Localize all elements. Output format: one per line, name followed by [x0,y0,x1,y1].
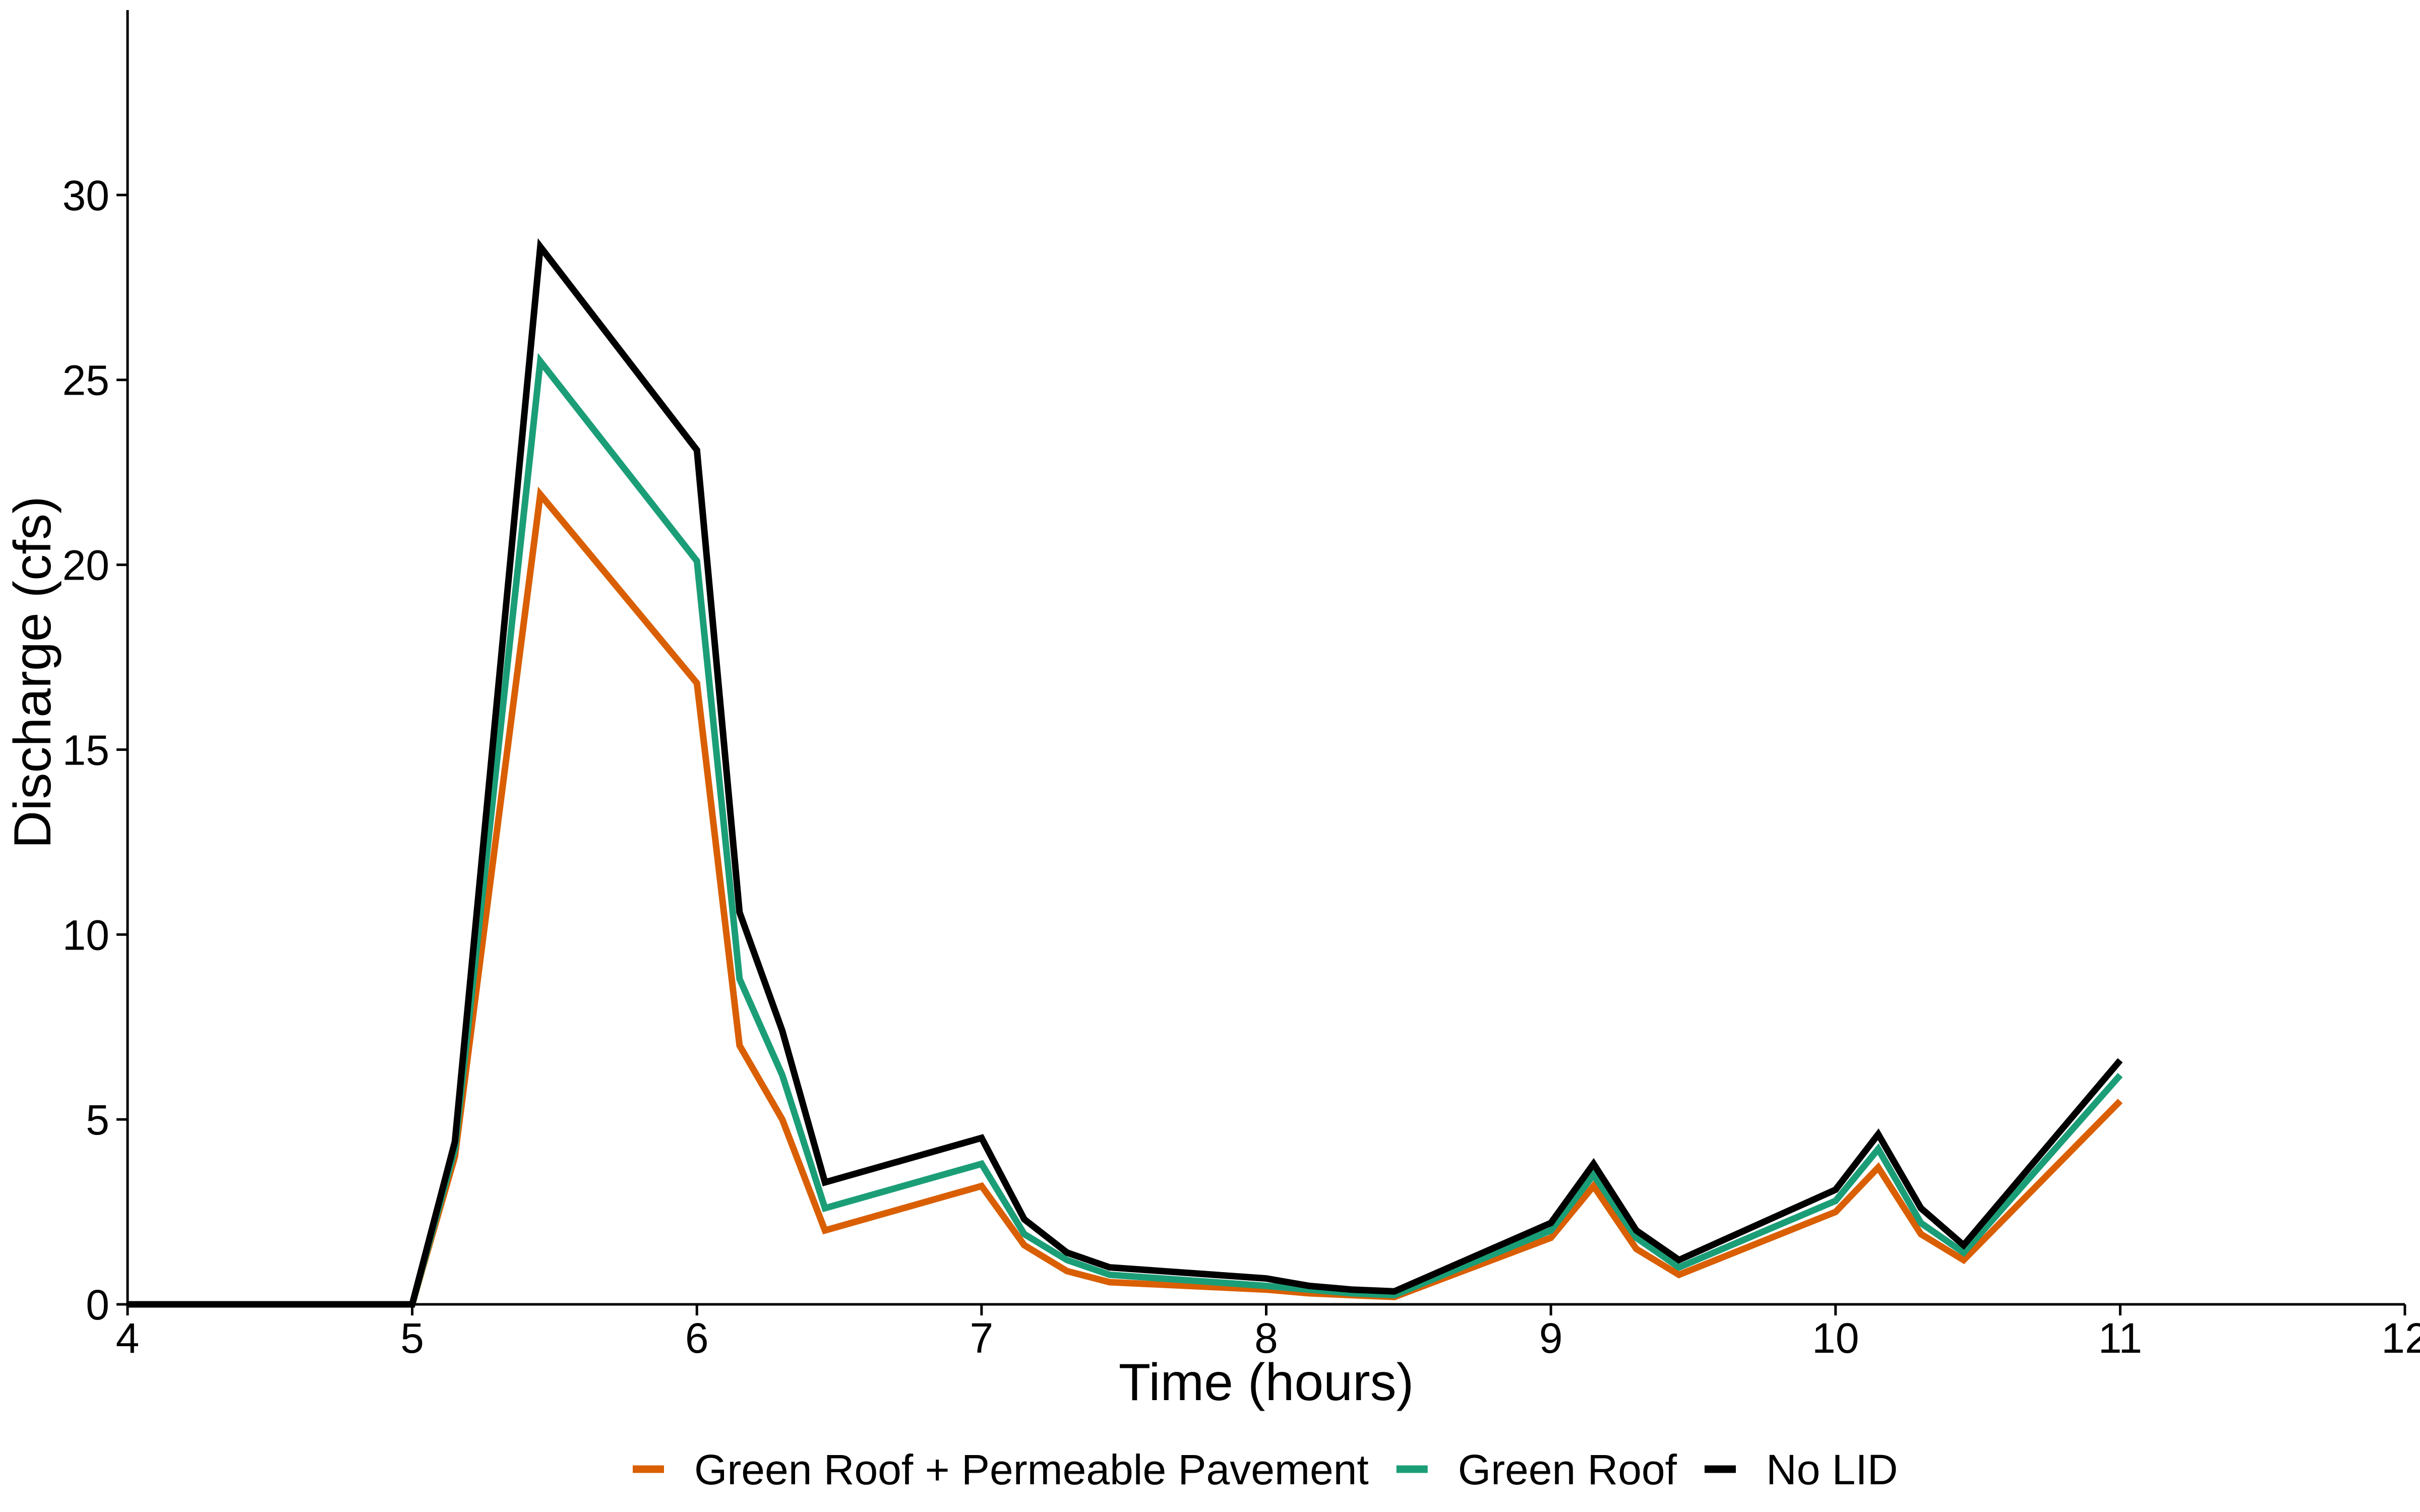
x-tick-label: 4 [116,1314,140,1362]
x-axis-ticks: 4 5 6 7 8 9 10 11 12 [116,1304,2420,1362]
y-tick-label: 20 [63,542,109,589]
x-tick-label: 11 [2098,1314,2142,1362]
legend-label-1: Green Roof + Permeable Pavement [694,1446,1369,1493]
y-tick-label: 0 [86,1281,109,1329]
y-tick-label: 25 [63,357,109,404]
y-axis-title: Discharge (cfs) [4,496,62,848]
series-lines [128,238,2123,1308]
x-tick-label: 6 [685,1314,709,1362]
legend-label-2: Green Roof [1458,1446,1677,1493]
series-line-1 [128,486,2123,1308]
x-tick-label: 12 [2381,1314,2420,1362]
x-tick-label: 8 [1254,1314,1278,1362]
y-tick-label: 30 [63,172,109,219]
y-tick-label: 15 [63,726,109,774]
y-tick-label: 5 [86,1096,109,1144]
y-tick-label: 10 [63,911,109,959]
axes [126,10,2405,1306]
x-axis-title: Time (hours) [1119,1353,1414,1412]
x-tick-label: 9 [1539,1314,1563,1362]
series-line-3 [128,238,2123,1308]
legend-label-3: No LID [1766,1446,1898,1493]
y-axis-ticks: 0 5 10 15 20 25 30 [63,172,128,1329]
legend: Green Roof + Permeable Pavement Green Roo… [633,1446,1898,1493]
x-tick-label: 7 [970,1314,994,1362]
series-line-2 [128,353,2123,1308]
x-tick-label: 10 [1812,1314,1859,1362]
x-tick-label: 5 [400,1314,424,1362]
